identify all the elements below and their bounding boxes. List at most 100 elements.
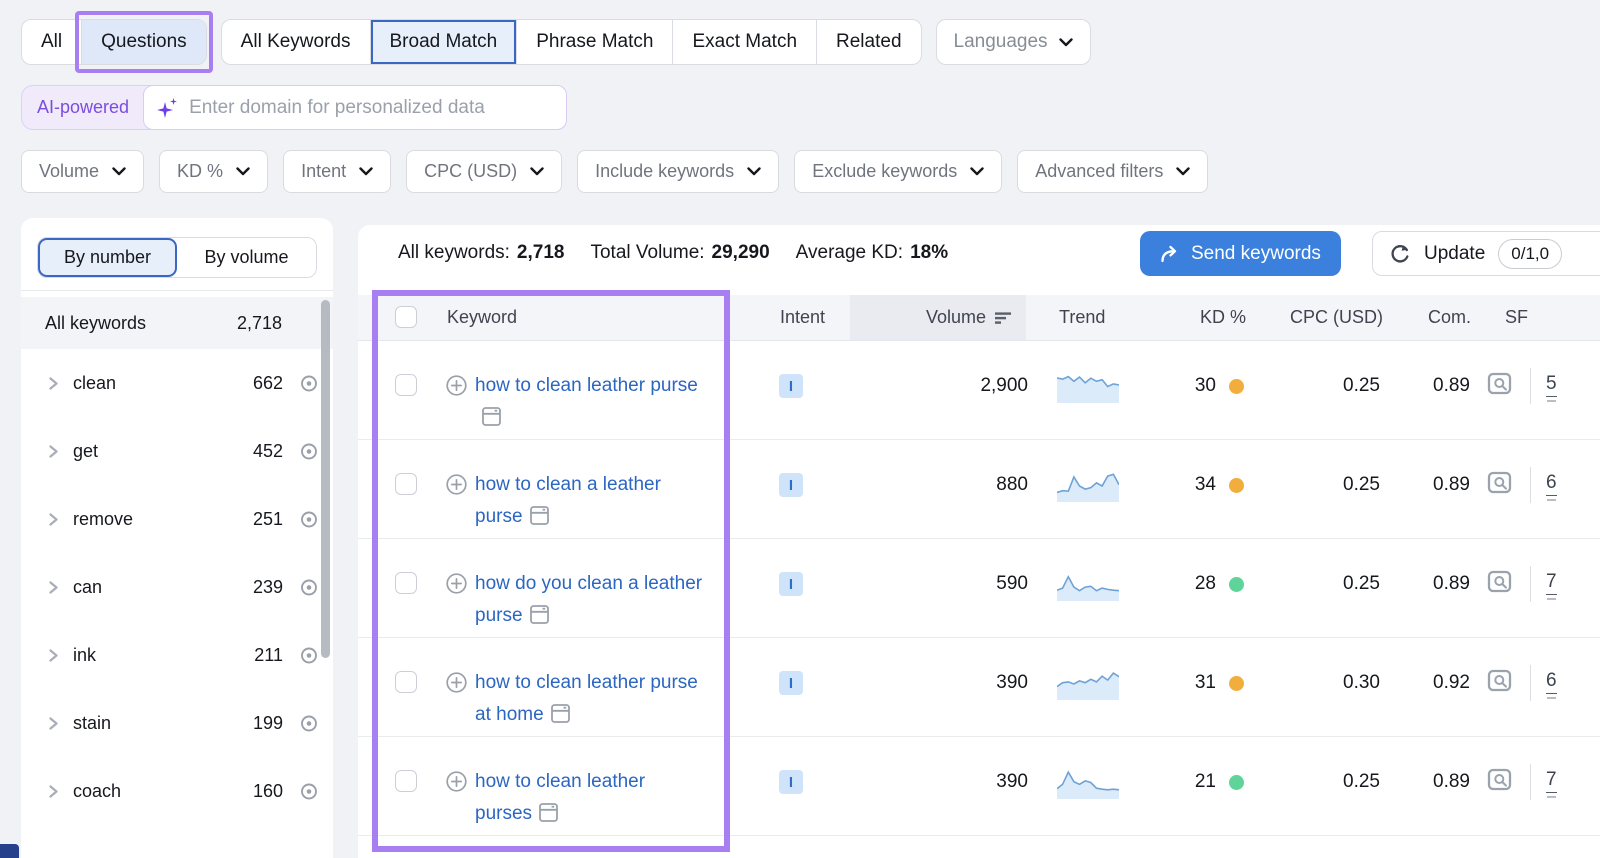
tab-all[interactable]: All bbox=[22, 20, 81, 64]
send-keywords-button[interactable]: Send keywords bbox=[1140, 231, 1341, 276]
add-keyword-icon[interactable] bbox=[446, 771, 467, 792]
serp-features-icon[interactable] bbox=[523, 605, 549, 626]
eye-icon[interactable] bbox=[298, 715, 320, 732]
add-keyword-icon[interactable] bbox=[446, 573, 467, 594]
row-checkbox[interactable] bbox=[395, 572, 417, 594]
competition-value: 0.89 bbox=[1433, 375, 1470, 396]
filter-label: Exclude keywords bbox=[812, 161, 958, 181]
keyword-link[interactable]: how to clean a leather purse bbox=[475, 469, 707, 533]
sf-count-link[interactable]: 7 bbox=[1546, 571, 1557, 600]
sf-count-link[interactable]: 7 bbox=[1546, 769, 1557, 798]
serp-preview-icon[interactable] bbox=[1487, 669, 1513, 693]
col-sf: SF bbox=[1505, 307, 1529, 327]
chevron-right-icon[interactable] bbox=[48, 784, 59, 799]
domain-input[interactable] bbox=[189, 96, 554, 119]
sidebar-group-row-coach[interactable]: coach 160 bbox=[21, 757, 333, 825]
serp-features-icon[interactable] bbox=[532, 803, 558, 824]
toggle-by-volume[interactable]: By volume bbox=[177, 238, 316, 277]
intent-badge-informational[interactable]: I bbox=[779, 374, 803, 398]
filter-exclude-keywords[interactable]: Exclude keywords bbox=[794, 150, 1003, 193]
select-all-checkbox[interactable] bbox=[395, 306, 417, 328]
chevron-right-icon[interactable] bbox=[48, 444, 59, 459]
intent-badge-informational[interactable]: I bbox=[779, 572, 803, 596]
languages-dropdown[interactable]: Languages bbox=[935, 19, 1091, 65]
chevron-right-icon[interactable] bbox=[48, 648, 59, 663]
add-keyword-icon[interactable] bbox=[446, 375, 467, 396]
col-kd[interactable]: KD % bbox=[1199, 307, 1246, 327]
tab-phrase-match[interactable]: Phrase Match bbox=[516, 20, 672, 64]
kd-level-dot-green bbox=[1229, 775, 1244, 790]
sidebar-group-row-get[interactable]: get 452 bbox=[21, 417, 333, 485]
filter-cpc-usd[interactable]: CPC (USD) bbox=[406, 150, 563, 193]
chevron-right-icon[interactable] bbox=[48, 716, 59, 731]
row-checkbox[interactable] bbox=[395, 770, 417, 792]
tab-all-keywords[interactable]: All Keywords bbox=[222, 20, 370, 64]
sf-count-link[interactable]: 6 bbox=[1546, 472, 1557, 501]
chevron-right-icon[interactable] bbox=[48, 376, 59, 391]
chevron-right-icon[interactable] bbox=[48, 512, 59, 527]
sf-count-link[interactable]: 6 bbox=[1546, 670, 1557, 699]
col-com[interactable]: Com. bbox=[1427, 307, 1471, 327]
cell-divider bbox=[1530, 764, 1531, 800]
eye-icon[interactable] bbox=[298, 783, 320, 800]
intent-badge-informational[interactable]: I bbox=[779, 770, 803, 794]
group-label[interactable]: can bbox=[73, 576, 103, 597]
filter-intent[interactable]: Intent bbox=[283, 150, 392, 193]
group-label[interactable]: remove bbox=[73, 508, 134, 529]
group-label[interactable]: clean bbox=[73, 372, 117, 393]
col-trend: Trend bbox=[1059, 307, 1106, 327]
group-label[interactable]: get bbox=[73, 440, 99, 461]
update-button[interactable]: Update 0/1,0 bbox=[1372, 231, 1600, 276]
col-volume[interactable]: Volume bbox=[850, 295, 1026, 340]
keyword-link[interactable]: how to clean leather purses bbox=[475, 766, 707, 830]
tab-related[interactable]: Related bbox=[816, 20, 921, 64]
tab-broad-match[interactable]: Broad Match bbox=[369, 20, 517, 64]
keyword-link[interactable]: how to clean leather purse bbox=[475, 370, 707, 434]
group-label[interactable]: coach bbox=[73, 780, 122, 801]
serp-preview-icon[interactable] bbox=[1487, 570, 1513, 594]
serp-preview-icon[interactable] bbox=[1487, 768, 1513, 792]
sidebar-group-row-stain[interactable]: stain 199 bbox=[21, 689, 333, 757]
filter-advanced-filters[interactable]: Advanced filters bbox=[1017, 150, 1209, 193]
sidebar-group-row-ink[interactable]: ink 211 bbox=[21, 621, 333, 689]
eye-icon[interactable] bbox=[298, 647, 320, 664]
add-keyword-icon[interactable] bbox=[446, 672, 467, 693]
eye-icon[interactable] bbox=[298, 375, 320, 392]
filter-volume[interactable]: Volume bbox=[21, 150, 145, 193]
sidebar-group-row-clean[interactable]: clean 662 bbox=[21, 349, 333, 417]
sidebar-group-row-can[interactable]: can 239 bbox=[21, 553, 333, 621]
row-checkbox[interactable] bbox=[395, 473, 417, 495]
filter-label: Intent bbox=[301, 161, 347, 181]
eye-icon[interactable] bbox=[298, 443, 320, 460]
row-checkbox[interactable] bbox=[395, 671, 417, 693]
eye-icon[interactable] bbox=[298, 511, 320, 528]
tab-questions[interactable]: Questions bbox=[75, 11, 213, 73]
tab-exact-match[interactable]: Exact Match bbox=[672, 20, 816, 64]
serp-features-icon[interactable] bbox=[523, 506, 549, 527]
serp-preview-icon[interactable] bbox=[1487, 372, 1513, 396]
sf-count-link[interactable]: 5 bbox=[1546, 373, 1557, 402]
keyword-link[interactable]: how to clean leather purse at home bbox=[475, 667, 707, 731]
filter-kd[interactable]: KD % bbox=[159, 150, 269, 193]
add-keyword-icon[interactable] bbox=[446, 474, 467, 495]
intent-badge-informational[interactable]: I bbox=[779, 671, 803, 695]
keyword-link[interactable]: how do you clean a leather purse bbox=[475, 568, 707, 632]
serp-features-icon[interactable] bbox=[475, 407, 501, 428]
sidebar-scrollbar[interactable] bbox=[321, 300, 330, 658]
filter-include-keywords[interactable]: Include keywords bbox=[577, 150, 780, 193]
serp-preview-icon[interactable] bbox=[1487, 471, 1513, 495]
sidebar-group-row-remove[interactable]: remove 251 bbox=[21, 485, 333, 553]
sidebar-all-keywords-row[interactable]: All keywords 2,718 bbox=[21, 297, 333, 349]
col-cpc[interactable]: CPC (USD) bbox=[1290, 307, 1383, 327]
serp-features-icon[interactable] bbox=[544, 704, 570, 725]
row-checkbox[interactable] bbox=[395, 374, 417, 396]
chevron-right-icon[interactable] bbox=[48, 580, 59, 595]
group-label[interactable]: stain bbox=[73, 712, 112, 733]
kd-level-dot-green bbox=[1229, 577, 1244, 592]
volume-value: 880 bbox=[996, 474, 1028, 495]
competition-value: 0.92 bbox=[1433, 672, 1470, 693]
toggle-by-number[interactable]: By number bbox=[38, 238, 177, 277]
intent-badge-informational[interactable]: I bbox=[779, 473, 803, 497]
group-label[interactable]: ink bbox=[73, 644, 97, 665]
eye-icon[interactable] bbox=[298, 579, 320, 596]
